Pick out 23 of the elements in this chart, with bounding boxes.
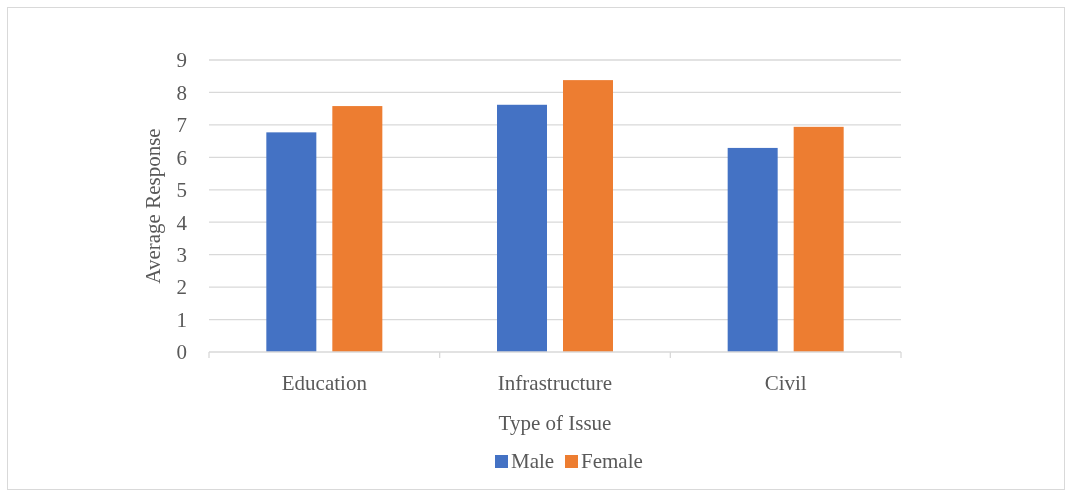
y-tick-label: 7 (176, 113, 187, 138)
bar (793, 126, 844, 352)
x-tick-label: Infrastructure (497, 371, 613, 395)
bar (332, 106, 383, 352)
bar (266, 132, 317, 352)
legend-label: Male (511, 449, 555, 473)
y-tick-label: 6 (176, 145, 187, 170)
y-tick-label: 9 (176, 48, 187, 73)
y-tick-label: 5 (176, 178, 187, 203)
y-tick-label: 8 (176, 80, 187, 105)
y-axis-title: Average Response (141, 128, 165, 284)
y-tick-label: 1 (176, 307, 187, 332)
bar (563, 80, 613, 352)
y-tick-label: 2 (176, 275, 187, 300)
legend-label: Female (581, 449, 643, 473)
y-tick-label: 4 (176, 210, 188, 235)
y-tick-label: 3 (176, 243, 187, 268)
x-axis-title: Type of Issue (498, 411, 612, 435)
y-tick-label: 0 (176, 340, 187, 365)
x-tick-label: Civil (764, 371, 807, 395)
bar (497, 104, 547, 352)
bar (727, 147, 778, 352)
x-tick-label: Education (281, 371, 368, 395)
